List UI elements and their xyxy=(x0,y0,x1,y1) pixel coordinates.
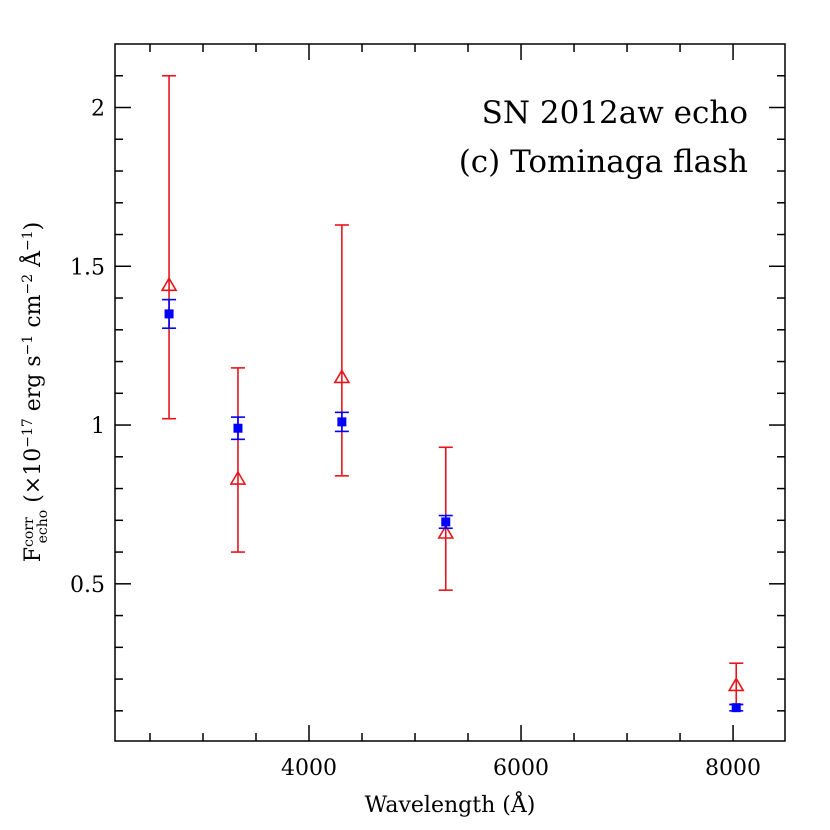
point xyxy=(727,676,745,692)
annotation: SN 2012aw echo xyxy=(482,95,748,131)
y-axis-label-part: −1 xyxy=(20,335,36,356)
y-axis-label: Fcorrecho (×10−17 erg s−1 cm−2 Å−1) xyxy=(18,222,51,563)
point xyxy=(333,368,351,384)
y-axis-label-part: ) xyxy=(21,222,46,231)
point xyxy=(160,276,178,292)
y-axis-label-part: corr xyxy=(21,517,37,547)
y-tick-label: 1.5 xyxy=(70,255,105,280)
y-axis-label-part: −17 xyxy=(20,418,36,448)
point xyxy=(437,524,455,539)
point xyxy=(441,517,451,527)
point xyxy=(731,703,741,713)
y-axis-label-part: echo xyxy=(35,510,51,544)
plot-frame xyxy=(114,43,786,742)
x-tick-label: 4000 xyxy=(281,756,337,781)
y-tick-label: 0.5 xyxy=(70,573,105,598)
y-axis-label-part: F xyxy=(21,547,46,562)
point xyxy=(233,423,243,433)
annotation: (c) Tominaga flash xyxy=(459,144,748,180)
y-tick-label: 2 xyxy=(91,97,105,122)
x-axis-label: Wavelength (Å) xyxy=(365,790,536,818)
y-tick-label: 1 xyxy=(91,414,105,439)
point xyxy=(229,470,247,485)
x-tick-label: 8000 xyxy=(705,756,761,781)
point xyxy=(164,309,174,319)
y-axis-label-part: erg s xyxy=(21,355,46,418)
y-axis-label-part: Å xyxy=(18,250,46,274)
y-axis-label-part: −2 xyxy=(20,274,36,295)
point xyxy=(337,417,347,427)
y-axis-label-part: cm xyxy=(21,294,46,334)
y-axis-label-part: −1 xyxy=(20,230,36,251)
x-tick-label: 6000 xyxy=(493,756,549,781)
y-axis-label-part: (×10 xyxy=(21,448,46,510)
